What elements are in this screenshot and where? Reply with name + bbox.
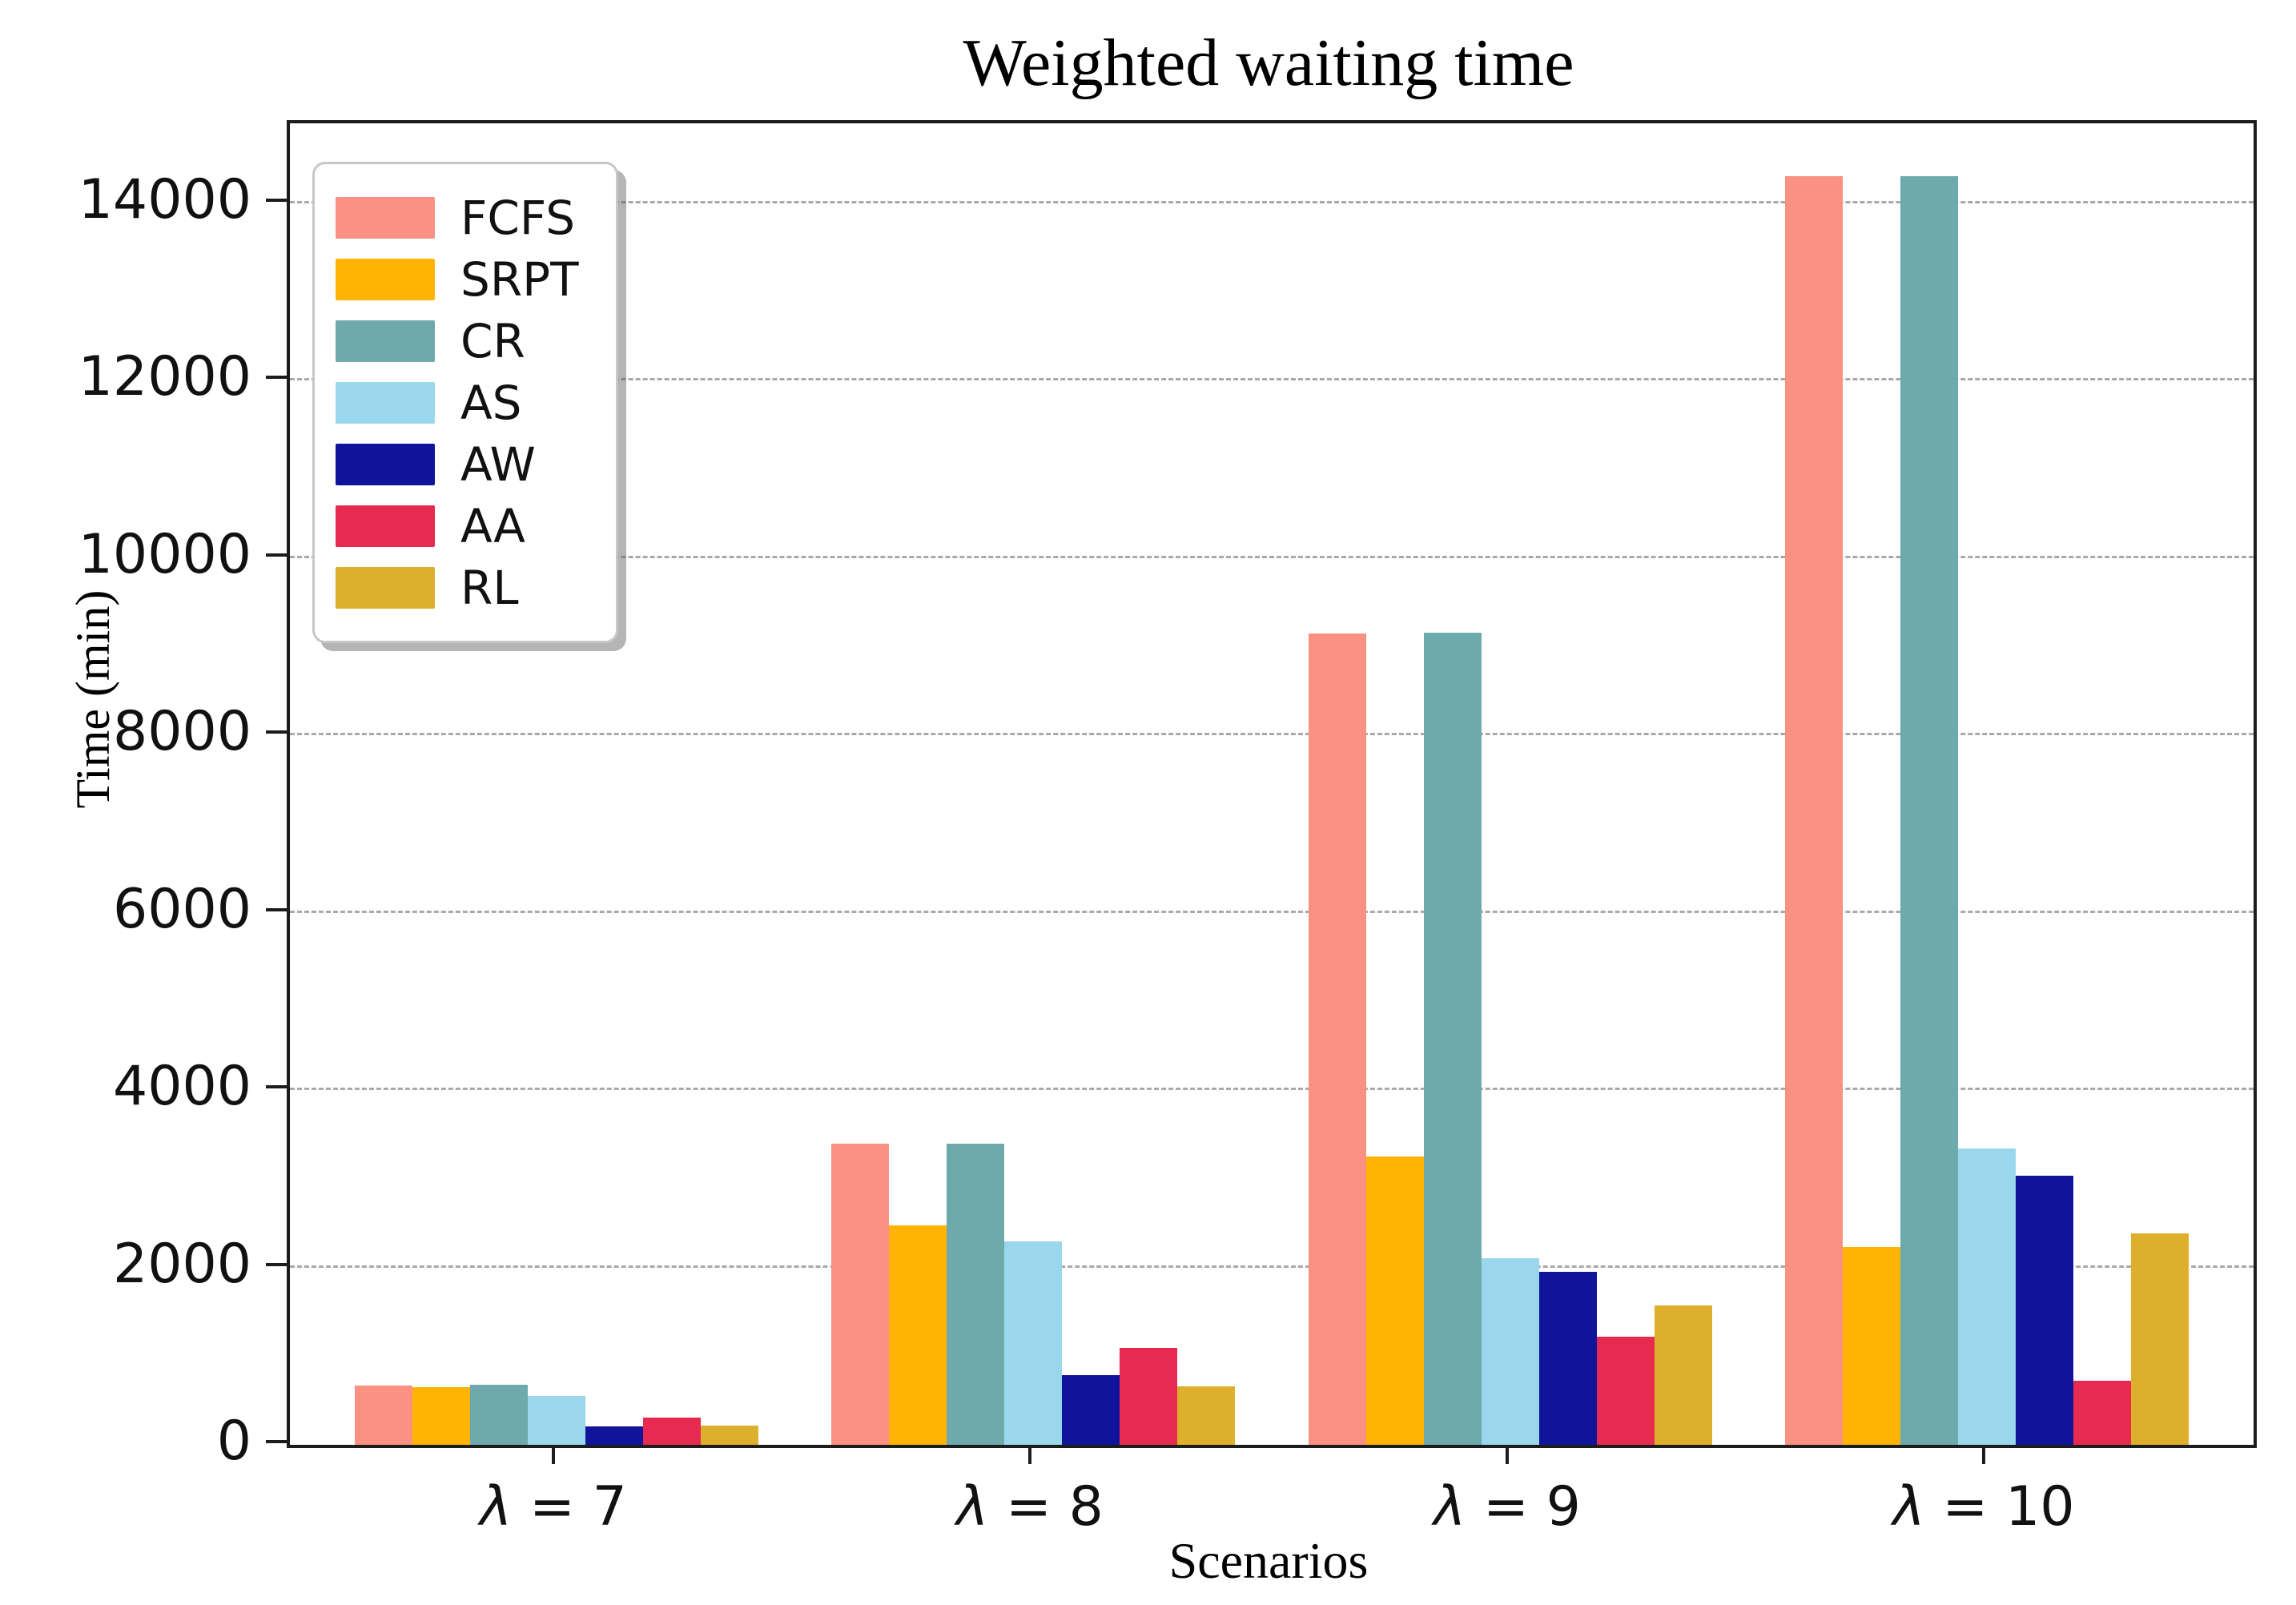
bar-rl-group2 [1177,1386,1235,1445]
legend-label-as: AS [460,375,522,430]
legend-label-srpt: SRPT [460,251,579,307]
bar-as-group1 [528,1395,585,1445]
legend-item-cr: CR [336,310,579,372]
y-tick-label-6000: 6000 [112,877,251,941]
legend-label-cr: CR [460,313,525,368]
gridline-14000 [290,200,2254,203]
x-axis-title: Scenarios [1168,1532,1369,1589]
legend-label-aw: AW [460,436,536,492]
bar-srpt-group1 [412,1387,470,1445]
bar-srpt-group4 [1843,1247,1900,1445]
x-tick-label-3: λ = 9 [1433,1475,1581,1539]
y-axis-title: Time (min) [66,589,119,809]
bar-aa-group1 [643,1418,701,1445]
chart-title: Weighted waiting time [963,26,1574,100]
bar-rl-group4 [2131,1233,2189,1445]
gridline-8000 [290,733,2254,736]
bar-fcfs-group2 [831,1143,889,1445]
legend-swatch-fcfs [336,196,435,239]
x-tick-mark-2 [1028,1445,1031,1464]
y-tick-mark-12000 [266,376,287,380]
legend-item-fcfs: FCFS [336,187,579,248]
y-tick-label-2000: 2000 [112,1232,251,1296]
gridline-4000 [290,1088,2254,1091]
bar-aa-group2 [1120,1348,1177,1445]
bar-rl-group3 [1655,1305,1712,1445]
bar-aw-group2 [1062,1374,1120,1445]
legend-swatch-cr [336,320,435,362]
legend-item-aw: AW [336,433,579,495]
legend-label-rl: RL [460,560,519,615]
bar-fcfs-group1 [355,1385,412,1445]
gridline-6000 [290,910,2254,913]
y-tick-mark-6000 [266,907,287,911]
gridline-12000 [290,378,2254,381]
legend-item-rl: RL [336,557,579,618]
y-tick-label-14000: 14000 [78,167,251,231]
bar-fcfs-group4 [1785,176,1843,1445]
y-tick-label-4000: 4000 [112,1055,251,1119]
x-tick-mark-4 [1982,1445,1985,1464]
bar-cr-group3 [1424,632,1482,1445]
x-tick-label-1: λ = 7 [480,1475,627,1539]
x-tick-mark-1 [552,1445,555,1464]
bar-aw-group4 [2016,1176,2073,1445]
bar-srpt-group2 [889,1225,947,1445]
x-tick-mark-3 [1506,1445,1509,1464]
y-tick-label-12000: 12000 [78,345,251,409]
legend-swatch-srpt [336,258,435,300]
bar-cr-group1 [470,1385,528,1445]
legend: FCFS SRPT CR AS AW AA RL [312,162,618,643]
bar-as-group4 [1958,1148,2016,1445]
bar-cr-group4 [1900,176,1958,1445]
legend-item-as: AS [336,372,579,433]
y-tick-mark-2000 [266,1262,287,1266]
legend-swatch-as [336,381,435,424]
y-tick-mark-10000 [266,553,287,557]
legend-item-srpt: SRPT [336,248,579,310]
y-tick-label-10000: 10000 [78,522,251,586]
legend-item-aa: AA [336,495,579,557]
bar-aw-group1 [585,1426,643,1445]
y-tick-mark-14000 [266,198,287,202]
legend-swatch-rl [336,566,435,609]
bar-rl-group1 [701,1425,758,1445]
legend-label-aa: AA [460,498,525,553]
bar-aa-group3 [1597,1336,1655,1445]
bar-aa-group4 [2073,1381,2131,1445]
bar-srpt-group3 [1366,1156,1424,1445]
gridline-2000 [290,1265,2254,1268]
x-tick-label-4: λ = 10 [1892,1475,2075,1539]
y-tick-mark-0 [266,1440,287,1443]
bar-aw-group3 [1539,1272,1597,1445]
bar-as-group3 [1482,1258,1539,1445]
x-tick-label-2: λ = 8 [956,1475,1104,1539]
legend-label-fcfs: FCFS [460,190,576,245]
y-tick-mark-4000 [266,1085,287,1089]
bar-as-group2 [1004,1241,1062,1445]
gridline-10000 [290,555,2254,558]
y-tick-label-8000: 8000 [112,700,251,764]
y-tick-label-0: 0 [216,1410,251,1473]
legend-swatch-aw [336,443,435,485]
y-tick-mark-8000 [266,730,287,734]
legend-swatch-aa [336,505,435,547]
bar-fcfs-group3 [1309,633,1366,1445]
bar-cr-group2 [947,1143,1004,1445]
